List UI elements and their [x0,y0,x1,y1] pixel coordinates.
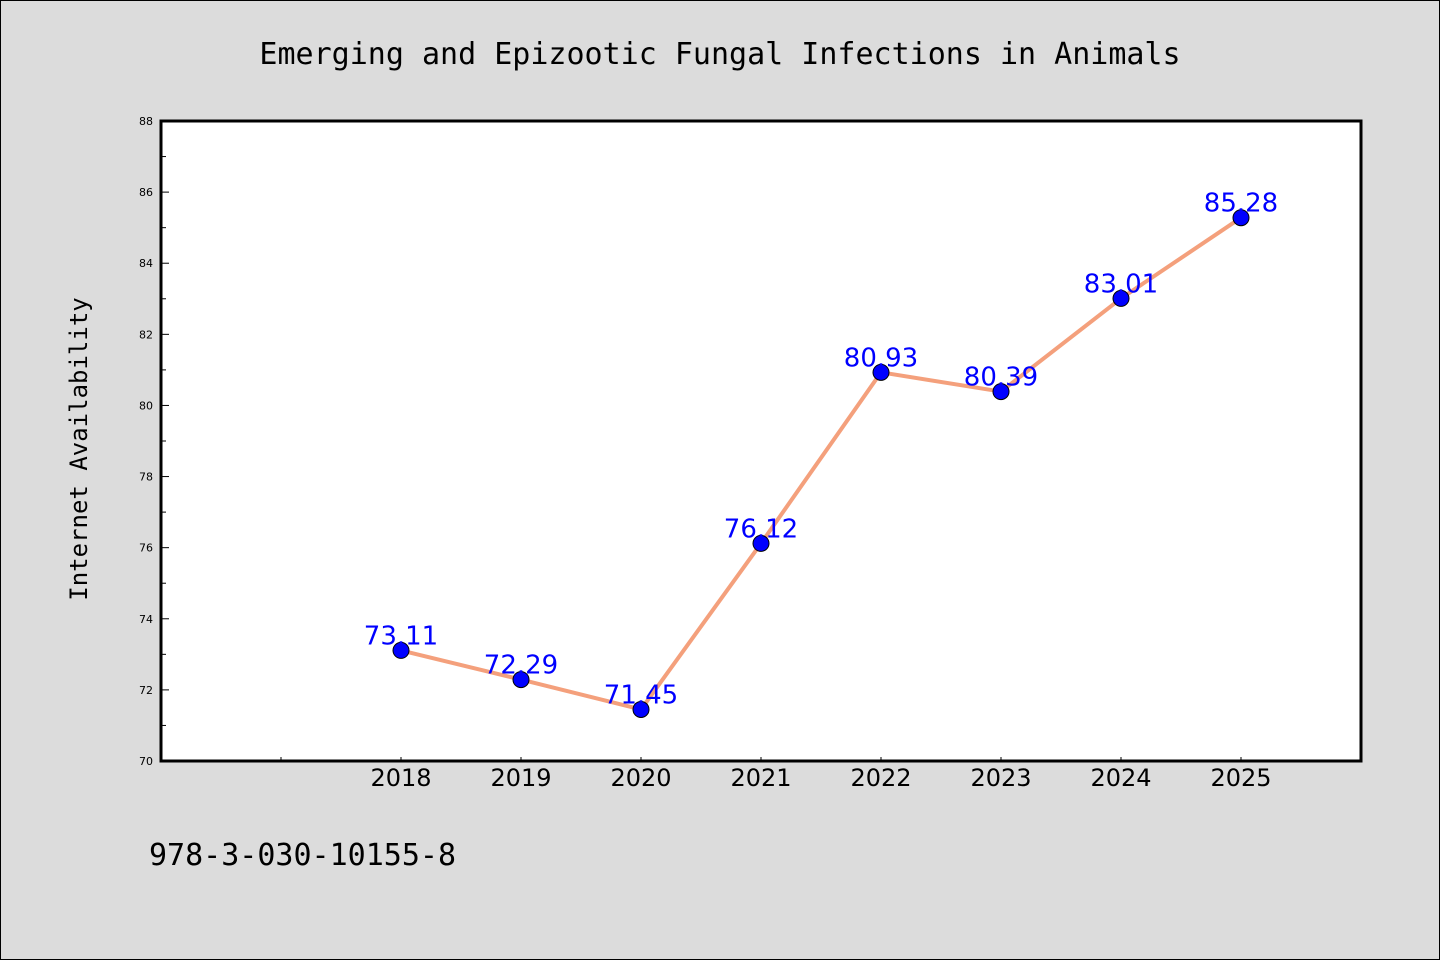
data-point [1232,209,1250,227]
series-line [400,216,1243,712]
data-point [1112,289,1130,307]
data-label: 76.12 [724,514,798,544]
data-label: 80.93 [844,343,918,373]
data-point [392,641,410,659]
x-tick-label: 2023 [970,764,1031,792]
data-label: 85.28 [1204,189,1278,219]
data-label: 80.39 [964,363,1038,393]
y-tick-label: 80 [139,399,153,412]
data-point [992,383,1010,401]
y-tick-label: 82 [139,328,153,341]
y-tick-label: 78 [139,471,153,484]
data-label: 73.11 [364,621,438,651]
y-tick-label: 88 [139,115,153,128]
x-tick-label: 2021 [730,764,791,792]
x-tick-label: 2019 [490,764,551,792]
x-tick-label: 2024 [1090,764,1151,792]
y-tick-label: 76 [139,542,153,555]
series-layer: 73.11 72.29 71.45 76.12 80.93 80.39 83.01 85.28 [364,189,1278,718]
x-tick-label: 2020 [610,764,671,792]
x-tick-label: 2025 [1210,764,1271,792]
y-tick-label: 72 [139,684,153,697]
isbn-annotation: 978-3-030-10155-8 [149,838,456,873]
data-label: 72.29 [484,651,558,681]
data-point [752,534,770,552]
data-point [512,671,530,689]
y-tick-label: 86 [139,186,153,199]
data-label: 83.01 [1084,269,1158,299]
y-tick-label: 84 [139,257,153,270]
x-tick-label: 2022 [850,764,911,792]
data-label: 71.45 [604,680,678,710]
plot-area [159,119,1363,763]
y-tick-label: 70 [139,755,153,768]
chart-title: Emerging and Epizootic Fungal Infections… [259,37,1180,72]
y-tick-label: 74 [139,613,153,626]
y-axis: 70 72 74 76 78 80 82 84 86 88 [139,115,169,768]
data-point [632,700,650,718]
x-tick-label: 2018 [370,764,431,792]
data-point [872,363,890,381]
x-axis: 2018 2019 2020 2021 2022 2023 2024 2025 [280,757,1272,792]
y-axis-label: Internet Availability [65,297,93,600]
